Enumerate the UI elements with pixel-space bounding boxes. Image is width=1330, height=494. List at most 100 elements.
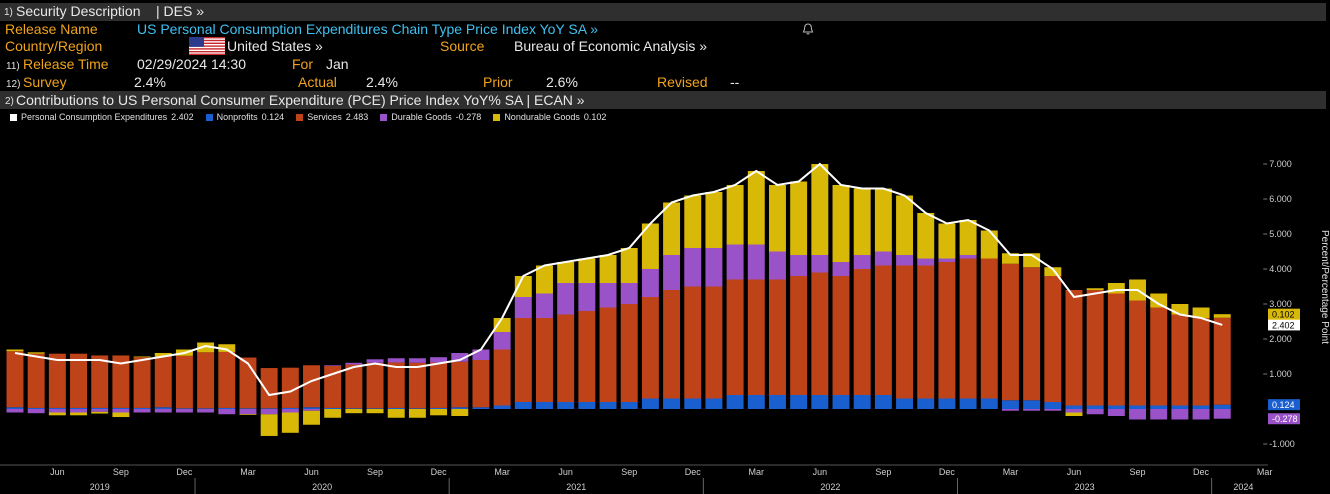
bar-segment [705,248,723,287]
x-tick-label: Jun [50,467,65,477]
bar-segment [324,407,342,409]
bar-segment [133,356,151,358]
legend-value: -0.278 [455,112,482,122]
end-tag-label: 0.124 [1272,400,1295,410]
y-tick-label: 5.000 [1269,229,1292,239]
bar-segment [959,258,977,399]
bell-icon[interactable] [801,22,815,36]
bar-segment [6,409,24,413]
bar-segment [599,307,617,402]
bar-segment [641,223,659,269]
y-tick-label: 1.000 [1269,369,1292,379]
bar-segment [536,402,553,409]
release-name[interactable]: US Personal Consumption Expenditures Cha… [137,21,598,37]
bar-segment [536,293,553,318]
legend-swatch [296,113,304,121]
bar-segment [218,407,236,409]
bar-segment [1171,409,1189,420]
bar-segment [387,409,405,418]
bar-segment [112,412,130,418]
end-tag-label: 0.102 [1272,310,1295,320]
legend-swatch [493,113,501,121]
bar-segment [874,395,892,409]
bar-segment [345,409,363,414]
source[interactable]: Bureau of Economic Analysis » [514,38,707,54]
legend-item: Personal Consumption Expenditures 2.402 [10,112,194,122]
legend-swatch [380,113,388,121]
bar-segment [1150,405,1168,409]
bar-segment [853,269,871,395]
bar-segment [366,408,384,409]
field-label: Prior [483,74,513,90]
bar-segment [874,251,892,266]
bar-segment [408,358,426,363]
x-tick-label: Mar [749,467,765,477]
bar-segment [324,365,342,366]
bar-segment [726,244,744,280]
bar-segment [366,359,384,363]
bar-segment [578,258,596,283]
field-label[interactable]: Survey [23,74,67,90]
bar-segment [747,171,765,245]
end-tag: 0.102 [1268,308,1300,320]
bar-segment [218,351,236,408]
field-label: Release Name [5,21,98,37]
period: Jan [326,56,349,72]
bar-segment [175,408,193,409]
bar-segment [133,357,151,408]
bar-segment [663,398,681,409]
bar-segment [493,318,511,332]
bar-segment [281,412,299,433]
bar-segment [599,402,617,409]
bar-segment [1001,263,1019,401]
year-label: 2023 [1075,482,1095,492]
chart-title[interactable]: Contributions to US Personal Consumer Ex… [16,92,585,108]
bar-segment [938,223,956,259]
field-label[interactable]: Release Time [23,56,109,72]
bar-segment [345,408,363,409]
bar-segment [599,283,617,308]
x-tick-label: Dec [685,467,702,477]
bar-segment [578,402,596,409]
bar-segment [430,407,448,409]
bar-segment [48,409,66,413]
bar-segment [705,192,723,248]
bar-segment [768,279,786,395]
bar-segment [281,367,299,408]
bar-segment [980,398,998,409]
bar-segment [48,407,66,409]
bar-segment [1065,409,1083,413]
bar-segment [557,402,575,409]
bar-segment [70,412,88,416]
x-tick-label: Mar [1257,467,1273,477]
bar-segment [133,409,151,413]
bar-segment [620,402,638,409]
country[interactable]: United States » [227,38,323,54]
bar-segment [451,407,469,409]
x-tick-label: Jun [304,467,319,477]
bar-segment [154,353,172,357]
field-label: Country/Region [5,38,103,54]
bar-segment [811,395,829,409]
function-code[interactable]: | DES » [156,3,204,19]
bar-segment [408,408,426,409]
bar-segment [938,262,956,399]
x-tick-label: Mar [240,467,256,477]
bar-segment [1086,409,1104,415]
bar-segment [112,355,130,408]
bar-segment [599,255,617,283]
bar-segment [557,283,575,315]
bar-segment [154,407,172,409]
bar-segment [239,408,257,409]
bar-segment [1065,290,1083,406]
legend-label: Durable Goods [391,112,452,122]
bar-segment [451,409,469,416]
bar-segment [663,202,681,255]
year-label: 2020 [312,482,332,492]
bar-segment [959,255,977,259]
bar-segment [1213,409,1231,419]
bar-segment [430,362,448,408]
bar-segment [1171,314,1189,406]
bar-segment [324,409,342,418]
